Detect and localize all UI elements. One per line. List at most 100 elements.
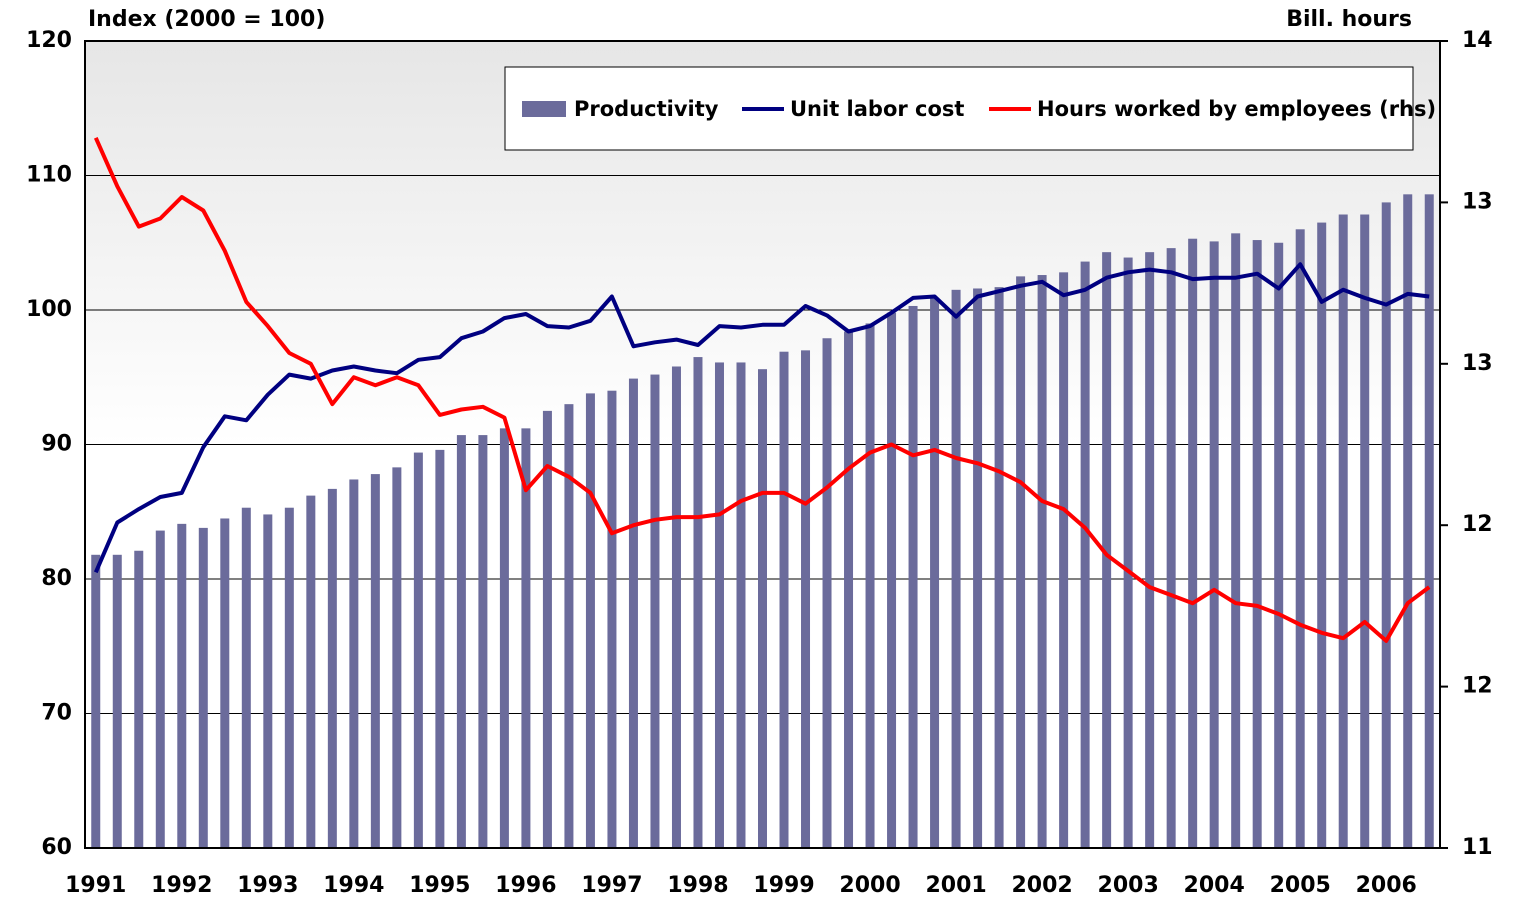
- bar: [349, 479, 359, 848]
- x-tick-label: 1993: [237, 873, 298, 898]
- bar: [542, 410, 552, 848]
- bar: [1360, 214, 1370, 848]
- bar: [973, 288, 983, 849]
- y2-tick-label: 14: [1462, 28, 1493, 53]
- x-tick-label: 1999: [753, 873, 814, 898]
- y-tick-label: 100: [26, 297, 72, 322]
- bar: [134, 550, 144, 848]
- bar: [306, 495, 316, 848]
- x-tick-label: 2003: [1098, 873, 1159, 898]
- bar: [844, 331, 854, 848]
- bar: [1145, 252, 1155, 849]
- x-tick-label: 1992: [151, 873, 212, 898]
- x-tick-label: 1995: [409, 873, 470, 898]
- bar: [693, 357, 703, 848]
- bar: [91, 554, 101, 848]
- bar: [908, 305, 918, 849]
- bar: [930, 297, 940, 848]
- bar: [714, 362, 724, 848]
- legend: [504, 66, 1414, 151]
- bar: [887, 312, 897, 848]
- bar: [1102, 252, 1112, 849]
- bar: [112, 554, 122, 848]
- bar: [1166, 248, 1176, 848]
- bar: [478, 435, 488, 848]
- bar: [1231, 233, 1241, 848]
- y-tick-label: 120: [26, 28, 72, 53]
- y-tick-label: 110: [26, 163, 72, 188]
- legend-label: Productivity: [574, 97, 719, 121]
- bar: [1295, 229, 1305, 849]
- y2-tick-label: 12: [1462, 674, 1493, 699]
- bar: [392, 467, 402, 848]
- bar: [499, 428, 509, 848]
- bar: [284, 507, 294, 848]
- bar: [865, 323, 875, 848]
- y2-tick-label: 13: [1462, 189, 1493, 214]
- bar: [413, 452, 423, 848]
- y-tick-label: 90: [41, 432, 72, 457]
- bar: [1338, 214, 1348, 848]
- x-tick-label: 2004: [1184, 873, 1245, 898]
- y2-tick-label: 13: [1462, 351, 1493, 376]
- y2-tick-label: 11: [1462, 835, 1493, 860]
- x-tick-label: 2005: [1270, 873, 1331, 898]
- bar: [801, 350, 811, 848]
- plot-frame: [84, 40, 1441, 849]
- bar: [1209, 241, 1219, 848]
- bar: [650, 374, 660, 848]
- legend-swatch: [522, 101, 566, 117]
- legend-label: Unit labor cost: [790, 97, 964, 121]
- bar: [198, 527, 208, 848]
- bar: [1317, 222, 1327, 848]
- x-tick-label: 1998: [667, 873, 728, 898]
- bar: [1080, 261, 1090, 849]
- bar: [435, 449, 445, 848]
- bar: [263, 514, 273, 848]
- bar: [628, 378, 638, 848]
- bar: [327, 488, 337, 848]
- bar: [822, 338, 832, 848]
- bar: [585, 393, 595, 848]
- bar: [1403, 194, 1413, 848]
- bar: [155, 530, 165, 848]
- bar: [607, 390, 617, 848]
- x-tick-label: 2000: [839, 873, 900, 898]
- x-tick-label: 2006: [1356, 873, 1417, 898]
- bar: [1016, 276, 1026, 848]
- bar: [1037, 275, 1047, 848]
- x-tick-label: 2002: [1011, 873, 1072, 898]
- y-tick-label: 70: [41, 701, 72, 726]
- y-axis-label: Index (2000 = 100): [88, 7, 325, 32]
- bar: [564, 404, 574, 848]
- y-tick-label: 80: [41, 566, 72, 591]
- bar: [671, 366, 681, 848]
- legend-label: Hours worked by employees (rhs): [1037, 97, 1436, 121]
- bar: [779, 351, 789, 848]
- line: [93, 136, 1431, 643]
- bar: [1252, 240, 1262, 848]
- x-tick-label: 1991: [65, 873, 126, 898]
- bar: [758, 369, 767, 848]
- bar: [370, 474, 380, 848]
- bar: [1274, 242, 1284, 848]
- bar: [1059, 272, 1069, 849]
- bar: [1188, 238, 1198, 849]
- bar: [736, 362, 746, 848]
- x-tick-label: 1996: [495, 873, 556, 898]
- x-tick-label: 1997: [581, 873, 642, 898]
- bar: [177, 523, 187, 848]
- bar: [1424, 194, 1434, 848]
- bar: [521, 428, 531, 848]
- bar: [994, 287, 1004, 848]
- bar: [220, 518, 230, 848]
- bar: [1381, 202, 1391, 848]
- y2-axis-label: Bill. hours: [1286, 7, 1412, 32]
- bar: [1123, 257, 1133, 848]
- bar: [951, 289, 961, 848]
- x-tick-label: 1994: [323, 873, 384, 898]
- y2-tick-label: 12: [1462, 512, 1493, 537]
- bar: [241, 507, 251, 848]
- y-tick-label: 60: [41, 835, 72, 860]
